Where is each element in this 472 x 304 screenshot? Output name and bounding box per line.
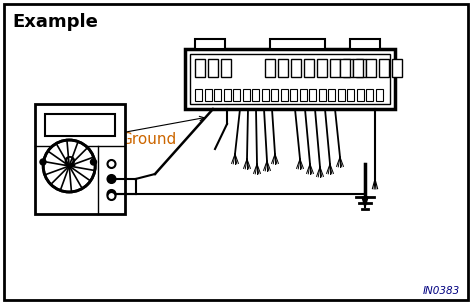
- Bar: [265, 59, 275, 77]
- Bar: [350, 39, 380, 49]
- Bar: [195, 59, 205, 77]
- Bar: [337, 89, 345, 101]
- Text: IN0383: IN0383: [423, 286, 460, 296]
- Circle shape: [43, 140, 95, 192]
- Bar: [343, 59, 353, 77]
- Bar: [309, 89, 316, 101]
- Bar: [45, 114, 115, 136]
- Circle shape: [40, 159, 46, 165]
- Bar: [366, 89, 373, 101]
- Bar: [261, 89, 269, 101]
- Bar: [340, 59, 350, 77]
- Bar: [379, 59, 389, 77]
- Bar: [290, 89, 297, 101]
- Bar: [328, 89, 335, 101]
- Bar: [243, 89, 250, 101]
- Bar: [224, 89, 230, 101]
- Bar: [356, 89, 363, 101]
- Text: Ground: Ground: [120, 132, 176, 147]
- Bar: [252, 89, 259, 101]
- Bar: [356, 59, 366, 77]
- Text: Example: Example: [12, 13, 98, 31]
- Bar: [221, 59, 231, 77]
- Circle shape: [108, 192, 116, 200]
- Bar: [304, 59, 314, 77]
- Text: Ω: Ω: [63, 155, 75, 169]
- Bar: [319, 89, 326, 101]
- Bar: [278, 59, 288, 77]
- Bar: [392, 59, 402, 77]
- Bar: [35, 104, 125, 214]
- Bar: [366, 59, 376, 77]
- Bar: [376, 89, 382, 101]
- Bar: [233, 89, 240, 101]
- Circle shape: [108, 175, 116, 183]
- Bar: [204, 89, 211, 101]
- Bar: [353, 59, 363, 77]
- Bar: [214, 89, 221, 101]
- Bar: [270, 39, 325, 49]
- Bar: [185, 49, 395, 109]
- Bar: [208, 59, 218, 77]
- Bar: [317, 59, 327, 77]
- Bar: [347, 89, 354, 101]
- Bar: [195, 39, 225, 49]
- Bar: [300, 89, 306, 101]
- Circle shape: [108, 190, 116, 198]
- Bar: [190, 54, 390, 104]
- Polygon shape: [362, 197, 368, 207]
- Bar: [330, 59, 340, 77]
- Bar: [271, 89, 278, 101]
- Circle shape: [91, 159, 96, 165]
- Circle shape: [108, 160, 116, 168]
- Bar: [280, 89, 287, 101]
- Bar: [291, 59, 301, 77]
- Bar: [195, 89, 202, 101]
